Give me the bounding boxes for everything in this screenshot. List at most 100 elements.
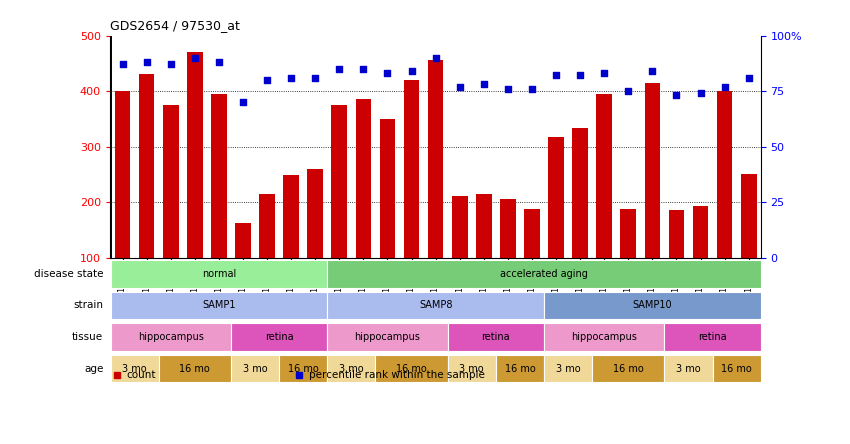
Bar xyxy=(544,355,592,382)
Text: hippocampus: hippocampus xyxy=(138,332,204,342)
Bar xyxy=(235,223,251,258)
Bar xyxy=(404,80,419,258)
Text: 16 mo: 16 mo xyxy=(179,364,210,373)
Text: 3 mo: 3 mo xyxy=(556,364,581,373)
Bar xyxy=(717,91,733,258)
Text: accelerated aging: accelerated aging xyxy=(500,269,588,279)
Text: retina: retina xyxy=(698,332,727,342)
Text: 3 mo: 3 mo xyxy=(460,364,484,373)
Point xyxy=(645,67,659,75)
Bar xyxy=(741,174,757,258)
Bar xyxy=(327,355,376,382)
Bar xyxy=(327,292,544,319)
Point xyxy=(405,67,418,75)
Bar xyxy=(110,323,231,351)
Point xyxy=(381,70,394,77)
Bar xyxy=(548,137,564,258)
Bar xyxy=(597,94,612,258)
Point xyxy=(309,74,322,81)
Point xyxy=(188,54,201,61)
Point xyxy=(332,65,346,72)
Bar xyxy=(187,52,202,258)
Text: 16 mo: 16 mo xyxy=(396,364,427,373)
Bar xyxy=(327,260,761,288)
Point xyxy=(694,90,707,97)
Bar xyxy=(332,105,347,258)
Point xyxy=(164,61,178,68)
Bar xyxy=(308,169,323,258)
Bar xyxy=(231,323,327,351)
Bar xyxy=(115,91,130,258)
Point xyxy=(598,70,611,77)
Bar xyxy=(163,105,178,258)
Bar xyxy=(544,292,761,319)
Bar xyxy=(669,210,684,258)
Text: percentile rank within the sample: percentile rank within the sample xyxy=(309,370,484,380)
Text: 3 mo: 3 mo xyxy=(677,364,700,373)
Point xyxy=(284,74,298,81)
Text: 16 mo: 16 mo xyxy=(722,364,752,373)
Bar xyxy=(500,199,516,258)
Bar xyxy=(572,128,588,258)
Point xyxy=(356,65,370,72)
Point xyxy=(139,59,153,66)
Bar xyxy=(544,323,665,351)
Bar xyxy=(327,323,448,351)
Text: age: age xyxy=(84,364,104,373)
Bar xyxy=(380,119,395,258)
Point xyxy=(525,85,539,92)
Point xyxy=(428,54,442,61)
Bar xyxy=(665,323,761,351)
Bar xyxy=(693,206,708,258)
Text: 3 mo: 3 mo xyxy=(339,364,364,373)
Text: normal: normal xyxy=(201,269,236,279)
Text: hippocampus: hippocampus xyxy=(571,332,638,342)
Bar xyxy=(496,355,544,382)
Bar xyxy=(279,355,327,382)
Bar xyxy=(110,292,327,319)
Point xyxy=(212,59,225,66)
Bar xyxy=(592,355,665,382)
Bar xyxy=(644,83,660,258)
Point xyxy=(621,87,635,95)
Text: tissue: tissue xyxy=(72,332,104,342)
Bar xyxy=(448,323,544,351)
Point xyxy=(670,92,683,99)
Text: SAMP10: SAMP10 xyxy=(632,301,672,310)
Bar xyxy=(376,355,448,382)
Text: 16 mo: 16 mo xyxy=(613,364,643,373)
Text: GDS2654 / 97530_at: GDS2654 / 97530_at xyxy=(110,19,241,32)
Text: SAMP1: SAMP1 xyxy=(202,301,235,310)
Point xyxy=(236,99,250,106)
Point xyxy=(573,72,586,79)
Text: 16 mo: 16 mo xyxy=(288,364,319,373)
Text: SAMP8: SAMP8 xyxy=(419,301,452,310)
Text: 3 mo: 3 mo xyxy=(243,364,267,373)
Text: count: count xyxy=(127,370,156,380)
Text: hippocampus: hippocampus xyxy=(354,332,421,342)
Text: strain: strain xyxy=(73,301,104,310)
Point xyxy=(477,81,490,88)
Point xyxy=(717,83,731,90)
Bar xyxy=(428,60,444,258)
Bar xyxy=(139,75,155,258)
Bar xyxy=(231,355,279,382)
Bar xyxy=(159,355,231,382)
Point xyxy=(501,85,514,92)
Text: disease state: disease state xyxy=(34,269,104,279)
Bar xyxy=(452,197,468,258)
Bar xyxy=(448,355,496,382)
Bar xyxy=(211,94,227,258)
Point xyxy=(453,83,467,90)
Bar xyxy=(620,209,636,258)
Bar xyxy=(524,209,540,258)
Bar xyxy=(283,175,299,258)
Point xyxy=(549,72,563,79)
Point xyxy=(260,76,274,83)
Text: retina: retina xyxy=(264,332,293,342)
Bar xyxy=(712,355,761,382)
Bar xyxy=(355,99,371,258)
Point xyxy=(116,61,129,68)
Text: 16 mo: 16 mo xyxy=(505,364,536,373)
Bar xyxy=(476,194,491,258)
